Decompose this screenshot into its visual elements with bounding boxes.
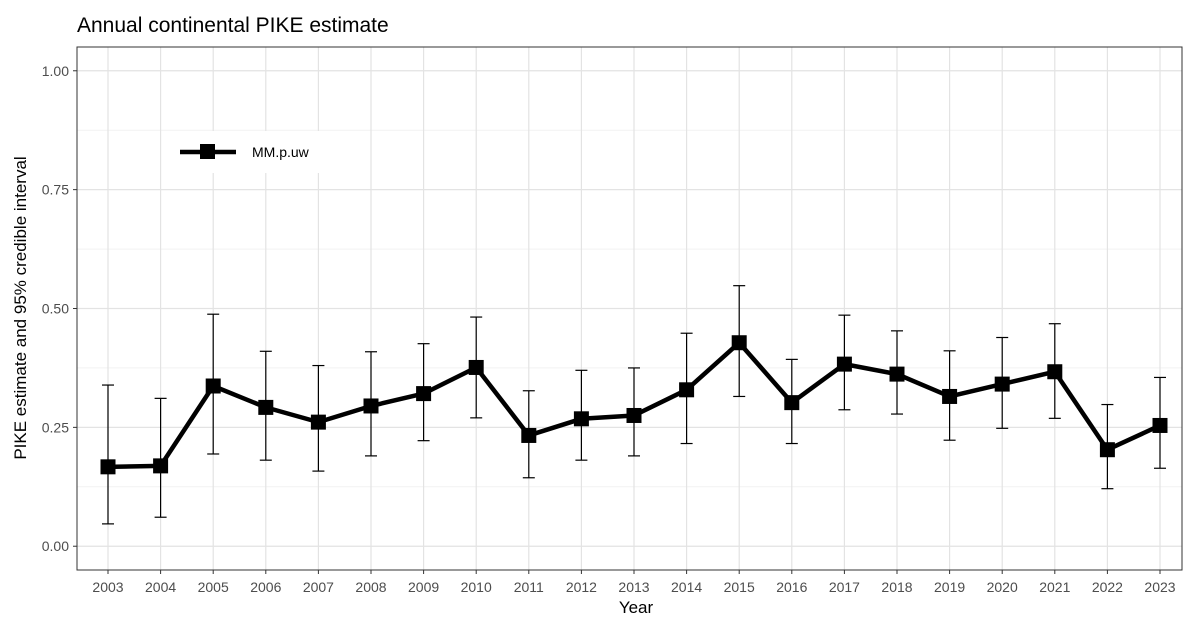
data-point xyxy=(363,398,379,414)
x-tick-label: 2007 xyxy=(303,579,334,595)
y-tick-label: 0.25 xyxy=(42,419,69,435)
x-tick-label: 2022 xyxy=(1092,579,1123,595)
data-point xyxy=(1152,417,1168,433)
x-tick-label: 2017 xyxy=(829,579,860,595)
x-tick-label: 2013 xyxy=(618,579,649,595)
data-point xyxy=(1099,442,1115,458)
data-point xyxy=(626,407,642,423)
y-axis: 0.00 0.25 0.50 0.75 1.00 xyxy=(42,63,77,554)
data-point xyxy=(731,335,747,351)
x-axis: 2003 2004 2005 2006 2007 2008 2009 2010 2011 2012… xyxy=(92,570,1176,595)
x-tick-label: 2006 xyxy=(250,579,281,595)
x-tick-label: 2019 xyxy=(934,579,965,595)
y-tick-label: 1.00 xyxy=(42,63,69,79)
x-tick-label: 2003 xyxy=(92,579,123,595)
data-point xyxy=(679,382,695,398)
x-tick-label: 2012 xyxy=(566,579,597,595)
data-point xyxy=(310,414,326,430)
x-tick-label: 2014 xyxy=(671,579,702,595)
x-tick-label: 2011 xyxy=(514,579,544,595)
x-tick-label: 2015 xyxy=(724,579,755,595)
x-tick-label: 2016 xyxy=(776,579,807,595)
chart-title: Annual continental PIKE estimate xyxy=(77,14,389,37)
x-tick-label: 2008 xyxy=(355,579,386,595)
x-tick-label: 2023 xyxy=(1144,579,1175,595)
data-point xyxy=(205,378,221,394)
data-point xyxy=(836,356,852,372)
y-tick-label: 0.75 xyxy=(42,182,69,198)
x-tick-label: 2020 xyxy=(987,579,1018,595)
data-point xyxy=(258,399,274,415)
x-tick-label: 2009 xyxy=(408,579,439,595)
y-tick-label: 0.50 xyxy=(42,301,69,317)
series-markers xyxy=(100,335,1168,475)
legend-label: MM.p.uw xyxy=(252,144,310,160)
data-point xyxy=(416,386,432,402)
data-point xyxy=(1047,364,1063,380)
data-point xyxy=(100,459,116,475)
data-point xyxy=(521,427,537,443)
data-point xyxy=(468,359,484,375)
legend-key-square-icon xyxy=(200,144,215,159)
y-axis-label: PIKE estimate and 95% credible interval xyxy=(11,156,30,459)
data-point xyxy=(153,458,169,474)
data-point xyxy=(994,376,1010,392)
data-point xyxy=(784,395,800,411)
y-tick-label: 0.00 xyxy=(42,538,69,554)
data-point xyxy=(889,366,905,382)
x-tick-label: 2018 xyxy=(881,579,912,595)
data-point xyxy=(942,388,958,404)
x-axis-label: Year xyxy=(619,598,654,617)
x-tick-label: 2005 xyxy=(198,579,229,595)
error-bars xyxy=(102,285,1166,525)
grid-lines xyxy=(77,47,1182,570)
x-tick-label: 2004 xyxy=(145,579,176,595)
legend: MM.p.uw xyxy=(170,131,330,173)
x-tick-label: 2010 xyxy=(461,579,492,595)
data-point xyxy=(573,411,589,427)
x-tick-label: 2021 xyxy=(1039,579,1070,595)
